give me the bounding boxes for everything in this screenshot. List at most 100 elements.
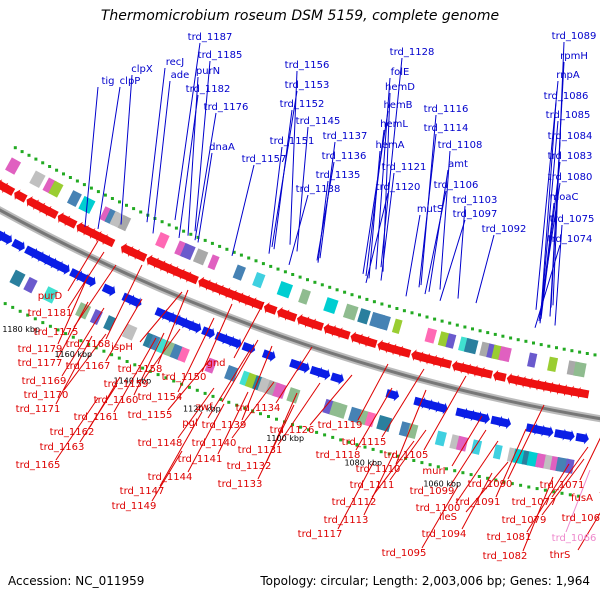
reverse-gene-label: trd_1148: [138, 438, 183, 449]
forward-gene-label: hemA: [375, 140, 404, 151]
reverse-gene-label: purD: [38, 291, 63, 302]
tick-dot: [71, 335, 75, 339]
forward-gene-label: trd_1121: [382, 162, 427, 173]
tick-dot: [232, 250, 236, 254]
tick-dot: [469, 473, 473, 477]
tick-dot: [96, 190, 100, 194]
reverse-gene-arrow: [438, 356, 453, 369]
inner-feature-block: [323, 297, 339, 315]
reverse-gene-label: trd_1090: [468, 479, 513, 490]
kbp-tick-label: 1100 kbp: [266, 434, 304, 443]
reverse-gene-arrow: [493, 369, 507, 382]
tick-dot: [235, 403, 239, 407]
leader-line: [405, 214, 421, 297]
tick-dot: [102, 349, 106, 353]
inner-feature-block: [117, 214, 132, 232]
leader-line: [275, 346, 313, 404]
leader-line: [105, 264, 143, 340]
tick-dot: [133, 363, 137, 367]
forward-gene-label: clpP: [120, 76, 141, 87]
tick-dot: [189, 232, 193, 236]
forward-gene-label: trd_1120: [376, 182, 421, 193]
leader-line: [207, 349, 251, 419]
tick-dot: [125, 360, 129, 363]
leader-line: [120, 74, 133, 225]
tick-dot: [174, 226, 178, 230]
tick-dot: [299, 425, 302, 429]
forward-gene-label: clpX: [131, 64, 153, 75]
inner-feature-block: [463, 337, 479, 355]
leader-line: [105, 298, 143, 362]
reverse-gene-arrow: [64, 215, 78, 229]
forward-gene-label: trd_1083: [548, 151, 593, 162]
tick-dot: [372, 300, 376, 304]
leader-line: [55, 397, 99, 461]
forward-gene-label: trd_1136: [322, 151, 367, 162]
forward-gene-label: trd_1097: [453, 209, 498, 220]
reverse-gene-label: trd_1149: [112, 501, 157, 512]
reverse-gene-label: trd_1147: [120, 486, 165, 497]
inner-feature-block: [192, 248, 209, 266]
tick-dot: [380, 302, 384, 306]
tick-dot: [433, 317, 437, 321]
reverse-gene-arrow: [575, 386, 590, 399]
tick-dot: [261, 262, 265, 266]
reverse-gene-label: trd_1179: [18, 344, 63, 355]
reverse-gene-label: trd_1065: [562, 513, 600, 524]
tick-dot: [436, 465, 440, 469]
forward-gene-label: trd_1075: [550, 214, 595, 225]
forward-gene-label: trd_1108: [438, 140, 483, 151]
reverse-gene-label: thrS: [550, 550, 571, 561]
reverse-gene-label: trd_1159: [104, 379, 149, 390]
inner-feature-block: [376, 314, 391, 331]
tick-dot: [363, 445, 367, 449]
reverse-gene-label: trd_1094: [422, 529, 467, 540]
tick-dot: [440, 319, 444, 323]
reverse-gene-label: trd_1095: [382, 548, 427, 559]
reverse-gene-arrow: [283, 309, 298, 322]
leader-line: [177, 387, 215, 439]
leader-line: [579, 437, 600, 481]
leader-line: [368, 150, 381, 279]
tick-dot: [141, 366, 145, 370]
tick-dot: [148, 369, 152, 373]
tick-dot: [269, 264, 273, 268]
tick-dot: [335, 288, 339, 292]
outer-feature-block: [455, 435, 469, 452]
leader-line: [113, 337, 157, 413]
reverse-gene-label: trd_1175: [34, 327, 79, 338]
reverse-gene-label: trd_1111: [350, 480, 395, 491]
leader-line: [167, 359, 211, 411]
leader-line: [139, 291, 183, 343]
reverse-gene-label: trd_1132: [227, 461, 272, 472]
forward-gene-arrow: [561, 430, 575, 442]
reverse-gene-arrow: [133, 248, 148, 262]
reverse-gene-arrow: [310, 318, 324, 331]
reverse-gene-label: murI: [422, 466, 445, 477]
forward-gene-label: trd_1138: [296, 184, 341, 195]
leader-line: [475, 234, 495, 304]
reverse-gene-label: trd_1181: [28, 308, 73, 319]
rna-gene-label: trd_1066: [552, 533, 597, 544]
reverse-gene-label: trd_1126: [270, 425, 315, 436]
leader-line: [151, 450, 183, 502]
leader-line: [217, 391, 249, 455]
leader-line: [428, 169, 449, 292]
kbp-tick-label: 1160 kbp: [54, 350, 92, 359]
forward-gene-arrow: [241, 341, 256, 355]
tick-dot: [355, 443, 359, 447]
inner-feature-block: [445, 333, 457, 349]
outer-feature-block: [42, 286, 59, 304]
leader-line: [194, 60, 211, 232]
inner-feature-block: [298, 288, 311, 305]
leader-line: [159, 411, 203, 487]
forward-gene-arrow: [434, 402, 448, 415]
leader-line: [73, 264, 117, 328]
kbp-tick-label: 1180 kbp: [2, 325, 40, 334]
inner-feature-block: [547, 356, 559, 372]
tick-dot: [323, 433, 327, 437]
reverse-gene-label: trd_1163: [40, 442, 85, 453]
tick-dot: [509, 336, 513, 340]
reverse-gene-label: trd_1079: [502, 515, 547, 526]
forward-gene-label: moaC: [550, 192, 579, 203]
